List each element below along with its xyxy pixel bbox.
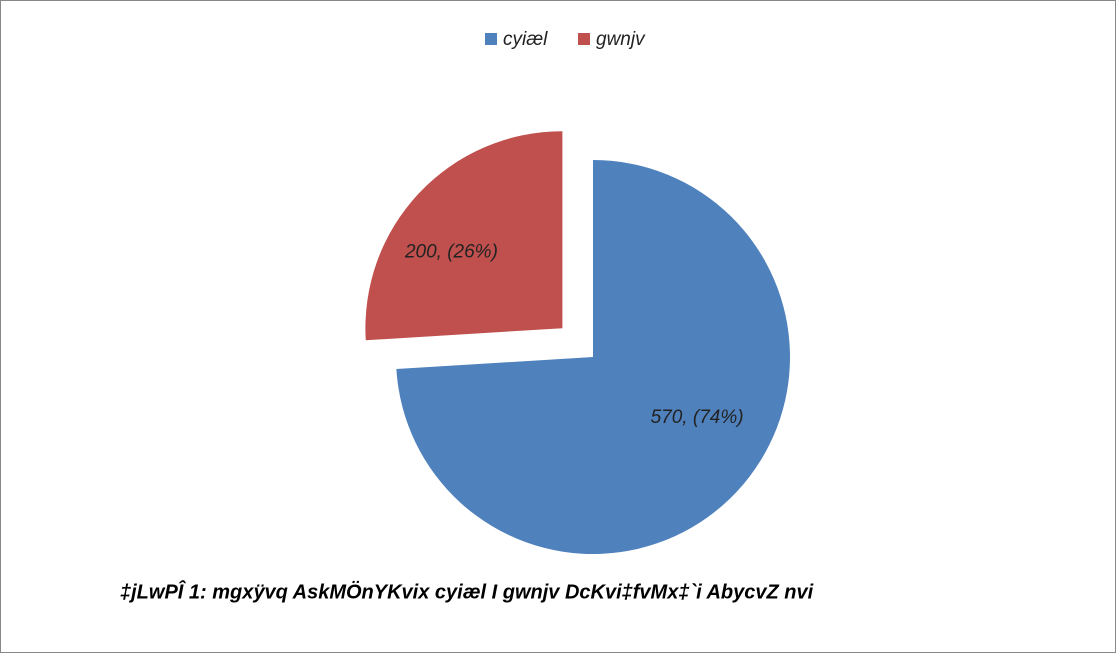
legend-label: cyiæl bbox=[503, 29, 548, 50]
legend-swatch bbox=[485, 33, 497, 45]
data-label: 570, (74%) bbox=[651, 407, 744, 428]
legend-swatch bbox=[578, 33, 590, 45]
pie-slice bbox=[396, 160, 790, 554]
data-label: 200, (26%) bbox=[404, 242, 498, 263]
caption: ‡jLwPÎ 1: mgxÿvq AskMÖnYKvix cyiæl I gwn… bbox=[120, 579, 814, 603]
pie-slice bbox=[365, 131, 563, 341]
legend-label: gwnjv bbox=[596, 29, 646, 50]
